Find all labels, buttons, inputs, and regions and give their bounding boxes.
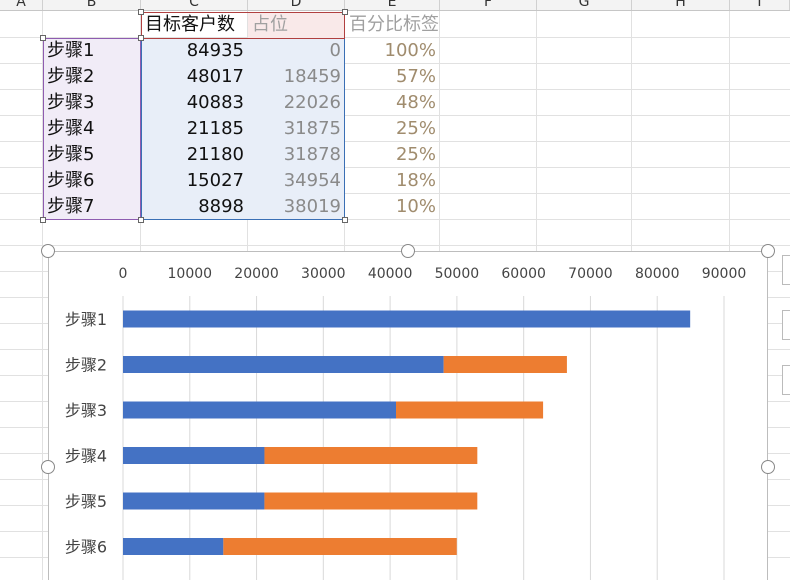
- selected-range-headers: [141, 12, 345, 39]
- category-label: 步骤6: [65, 538, 107, 557]
- x-tick-label: 20000: [234, 266, 279, 282]
- column-header-b[interactable]: B: [43, 0, 141, 10]
- header-cell-percent[interactable]: 百分比标签: [349, 14, 439, 35]
- bar-series-1: [123, 538, 224, 555]
- bar-series-1: [123, 401, 397, 419]
- percent-cell[interactable]: 25%: [395, 118, 436, 139]
- header-cell-target[interactable]: 目标客户数: [145, 14, 235, 35]
- x-tick-label: 80000: [635, 266, 680, 282]
- category-label: 步骤1: [65, 310, 107, 329]
- selected-range-values[interactable]: [141, 38, 345, 220]
- target-cell[interactable]: 21180: [186, 144, 244, 165]
- x-tick-label: 50000: [435, 266, 480, 282]
- column-header-d[interactable]: D: [248, 0, 345, 10]
- chart-resize-handle[interactable]: [401, 244, 415, 258]
- range-handle[interactable]: [138, 9, 144, 15]
- chart-resize-handle[interactable]: [41, 460, 55, 474]
- chart-filters-button[interactable]: [782, 365, 790, 395]
- x-tick-label: 10000: [168, 266, 213, 282]
- step-cell[interactable]: 步骤7: [47, 196, 95, 217]
- bar-series-2: [264, 492, 478, 510]
- placeholder-cell[interactable]: 22026: [283, 92, 341, 113]
- percent-cell[interactable]: 48%: [395, 92, 436, 113]
- column-header-e[interactable]: E: [345, 0, 440, 10]
- placeholder-cell[interactable]: 0: [329, 40, 341, 61]
- placeholder-cell[interactable]: 34954: [283, 170, 341, 191]
- grid-row-line: [0, 115, 790, 116]
- x-tick-label: 40000: [368, 266, 413, 282]
- placeholder-cell[interactable]: 38019: [283, 196, 341, 217]
- x-tick-label: 30000: [301, 266, 346, 282]
- range-handle[interactable]: [342, 9, 348, 15]
- placeholder-cell[interactable]: 31875: [283, 118, 341, 139]
- column-header-g[interactable]: G: [537, 0, 632, 10]
- x-tick-label: 60000: [501, 266, 546, 282]
- category-label: 步骤2: [65, 356, 107, 375]
- chart-area[interactable]: 0 10000 20000 30000 40000 50000 60000 70000 8000…: [48, 251, 768, 580]
- step-cell[interactable]: 步骤2: [47, 66, 95, 87]
- x-tick-label: 90000: [702, 266, 747, 282]
- placeholder-cell[interactable]: 18459: [283, 66, 341, 87]
- step-cell[interactable]: 步骤3: [47, 92, 95, 113]
- bar-series-2: [443, 356, 567, 373]
- percent-cell[interactable]: 25%: [395, 144, 436, 165]
- bar-series-1: [123, 492, 265, 510]
- column-header-i[interactable]: I: [730, 0, 790, 10]
- step-cell[interactable]: 步骤4: [47, 118, 95, 139]
- grid-row-line: [0, 63, 790, 64]
- column-header-f[interactable]: F: [440, 0, 537, 10]
- bar-series-2: [264, 447, 478, 464]
- grid-row-line: [0, 89, 790, 90]
- header-cell-placeholder[interactable]: 占位: [248, 12, 345, 38]
- chart-resize-handle[interactable]: [41, 244, 55, 258]
- range-handle[interactable]: [40, 217, 46, 223]
- percent-cell[interactable]: 18%: [395, 170, 436, 191]
- grid-row-line: [0, 219, 790, 220]
- bar-series-2: [396, 401, 544, 419]
- column-header-c[interactable]: C: [141, 0, 248, 10]
- range-handle[interactable]: [40, 35, 46, 41]
- grid-row-line: [0, 167, 790, 168]
- target-cell[interactable]: 48017: [186, 66, 244, 87]
- target-cell[interactable]: 15027: [186, 170, 244, 191]
- target-cell[interactable]: 40883: [186, 92, 244, 113]
- grid-row-line: [0, 193, 790, 194]
- percent-cell[interactable]: 10%: [395, 196, 436, 217]
- grid-column-line: [42, 11, 43, 580]
- x-tick-label: 0: [119, 266, 128, 282]
- chart-elements-button[interactable]: [782, 255, 790, 285]
- range-handle[interactable]: [342, 217, 348, 223]
- placeholder-cell[interactable]: 31878: [283, 144, 341, 165]
- chart-resize-handle[interactable]: [761, 244, 775, 258]
- percent-cell[interactable]: 100%: [384, 40, 436, 61]
- step-cell[interactable]: 步骤1: [47, 40, 95, 61]
- column-header-a[interactable]: A: [0, 0, 43, 10]
- target-cell[interactable]: 21185: [186, 118, 244, 139]
- range-handle[interactable]: [138, 35, 144, 41]
- bar-chart: 0 10000 20000 30000 40000 50000 60000 70000 8000…: [65, 266, 747, 580]
- grid-row-line: [0, 37, 790, 38]
- category-label: 步骤4: [65, 447, 107, 466]
- chart-resize-handle[interactable]: [761, 460, 775, 474]
- step-cell[interactable]: 步骤5: [47, 144, 95, 165]
- category-label: 步骤5: [65, 492, 107, 511]
- step-cell[interactable]: 步骤6: [47, 170, 95, 191]
- range-handle[interactable]: [138, 217, 144, 223]
- category-label: 步骤3: [65, 401, 107, 420]
- chart-styles-button[interactable]: [782, 310, 790, 340]
- target-cell[interactable]: 8898: [198, 196, 244, 217]
- column-header-h[interactable]: H: [632, 0, 730, 10]
- bar-series-1: [123, 447, 265, 464]
- x-tick-label: 70000: [568, 266, 613, 282]
- target-cell[interactable]: 84935: [186, 40, 244, 61]
- grid-row-line: [0, 141, 790, 142]
- bar-series-1: [123, 356, 444, 373]
- selected-range-steps[interactable]: [43, 38, 141, 220]
- grid-row-line: [0, 245, 790, 246]
- bar-series-1: [123, 310, 691, 328]
- percent-cell[interactable]: 57%: [395, 66, 436, 87]
- bar-series-2: [223, 538, 457, 555]
